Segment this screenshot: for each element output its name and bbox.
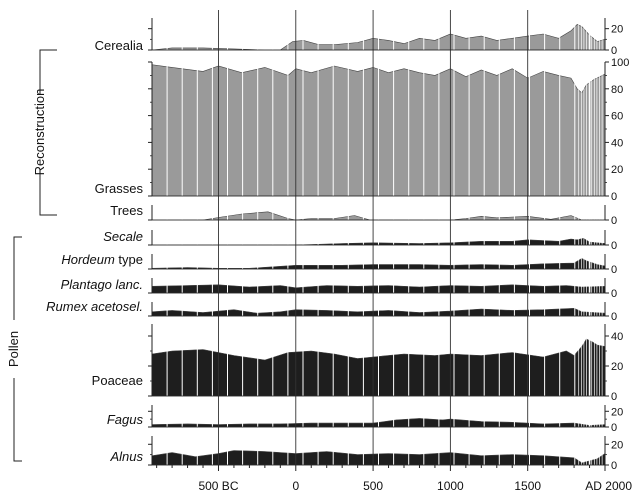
x-tick-label: 500 BC [198,479,238,493]
plantago-label-name: Plantago lanc. [61,277,143,292]
x-axis: 500 BC 0 500 1000 1500 AD 2000 [156,465,632,493]
fagus-tick-label: 20 [611,406,623,418]
grasses-sample-strips [166,62,603,196]
plantago-label: Plantago lanc. [61,277,143,292]
fagus-label: Fagus [107,412,144,427]
pollen-label: Pollen [6,331,21,367]
x-tick-label: AD 2000 [585,479,632,493]
secale-tick-label: 0 [611,240,617,252]
fagus-tick-label: 0 [611,422,617,434]
panel-areas [151,18,606,466]
cerealia-sample-strips [166,18,603,50]
reconstruction-bracket: Reconstruction [32,49,57,216]
rumex-label: Rumex acetosel. [46,299,143,314]
pollen-bracket: Pollen [6,236,22,462]
alnus-sample-strips [166,436,603,465]
x-tick-label: 1500 [514,479,541,493]
reconstruction-label: Reconstruction [32,89,47,176]
x-tick-label: 500 [363,479,383,493]
period-gridlines [218,10,529,465]
trees-label: Trees [110,203,143,218]
alnus-tick-label: 20 [611,439,623,451]
poaceae-tick-label: 20 [611,361,623,373]
grasses-tick-label: 80 [611,84,623,96]
grasses-tick-label: 0 [611,191,617,203]
panel-labels: Cerealia Grasses Trees Secale Hordeum type Pl… [46,38,144,464]
reconstruction-bracket-bottom [39,170,57,216]
grasses-tick-label: 40 [611,137,623,149]
alnus-label-name: Alnus [109,449,143,464]
rumex-sample-strips [166,302,603,316]
x-tick-label: 0 [292,479,299,493]
cerealia-tick-label: 0 [611,45,617,57]
cerealia-label: Cerealia [95,38,144,53]
poaceae-label: Poaceae [92,373,143,388]
fagus-label-name: Fagus [107,412,144,427]
hordeum-sample-strips [166,254,603,269]
hordeum-label: Hordeum type [61,252,143,267]
grasses-tick-label: 100 [611,57,629,69]
reconstruction-bracket-top [39,49,57,95]
secale-area [152,237,606,246]
poaceae-tick-label: 40 [611,331,623,343]
group-brackets: Reconstruction Pollen [6,49,57,462]
pollen-bracket-bottom [13,378,22,462]
hordeum-tick-label: 0 [611,264,617,276]
rumex-tick-label: 0 [611,311,617,323]
secale-label-name: Secale [103,229,143,244]
plantago-sample-strips [166,278,603,293]
hordeum-label-suffix: type [115,252,143,267]
trees-tick-label: 0 [611,215,617,227]
hordeum-area [151,258,606,270]
poaceae-sample-strips [166,324,603,396]
x-tick-label: 1000 [437,479,464,493]
plantago-tick-label: 0 [611,288,617,300]
alnus-tick-label: 0 [611,460,617,472]
secale-sample-strips [166,230,603,245]
grasses-tick-label: 60 [611,111,623,123]
hordeum-label-name: Hordeum [61,252,115,267]
cerealia-tick-label: 20 [611,24,623,36]
poaceae-label-name: Poaceae [92,373,143,388]
grasses-tick-label: 20 [611,164,623,176]
alnus-label: Alnus [109,449,143,464]
trees-label-name: Trees [110,203,143,218]
grasses-label: Grasses [95,181,144,196]
cerealia-label-name: Cerealia [95,38,144,53]
rumex-label-name: Rumex acetosel. [46,299,143,314]
poaceae-tick-label: 0 [611,391,617,403]
fagus-sample-strips [166,405,603,427]
pollen-bracket-top [13,236,22,320]
grasses-label-name: Grasses [95,181,144,196]
trees-sample-strips [166,205,603,220]
secale-label: Secale [103,229,143,244]
